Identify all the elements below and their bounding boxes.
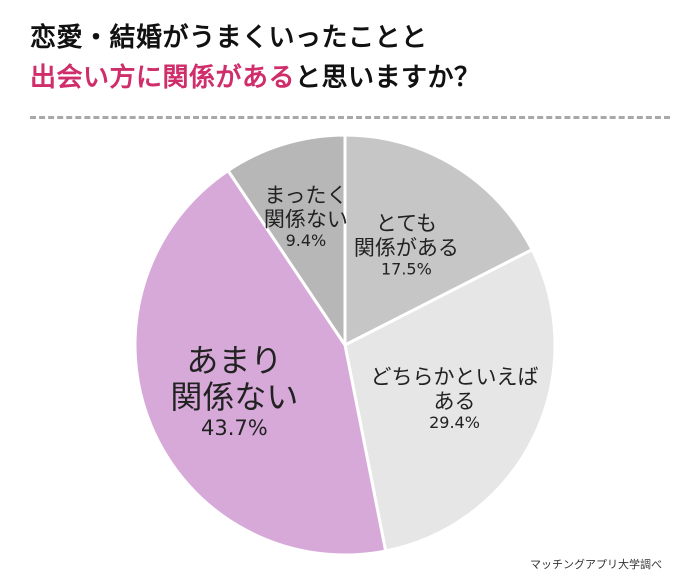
pie-label-not-very-related: あまり	[186, 341, 282, 379]
pie-label-very-related: とても	[376, 212, 437, 236]
source-note: マッチングアプリ大学調べ	[530, 558, 662, 571]
pie-label-not-very-related: 関係ない	[170, 378, 298, 416]
pie-label-very-related: 関係がある	[354, 236, 459, 260]
title-rest-text: と思いますか？	[295, 63, 481, 93]
pie-label-somewhat-related: どちらかといえば	[371, 365, 539, 389]
pie-slice-somewhat-related	[343, 247, 557, 553]
pie-pct-not-at-all-related: 9.4%	[286, 231, 327, 250]
pie-label-not-at-all-related: まったく	[264, 183, 347, 207]
pie-slice-very-related	[343, 133, 535, 348]
pie-label-somewhat-related: ある	[434, 389, 476, 413]
pie-slice-not-at-all-related	[225, 133, 347, 350]
pie-pct-very-related: 17.5%	[381, 259, 432, 278]
chart-title: 恋愛・結婚がうまくいったことと 出会い方に関係があると思いますか？	[30, 18, 481, 98]
title-line-2: 出会い方に関係があると思いますか？	[30, 58, 481, 98]
dashed-divider	[30, 116, 670, 119]
pie-pct-not-very-related: 43.7%	[201, 416, 268, 440]
pie-pct-somewhat-related: 29.4%	[429, 413, 480, 432]
title-line-1: 恋愛・結婚がうまくいったことと	[30, 23, 428, 53]
pie-label-not-at-all-related: 関係ない	[264, 208, 348, 232]
title-accent-text: 出会い方に関係がある	[30, 63, 296, 93]
pie-slice-not-very-related	[133, 168, 388, 557]
